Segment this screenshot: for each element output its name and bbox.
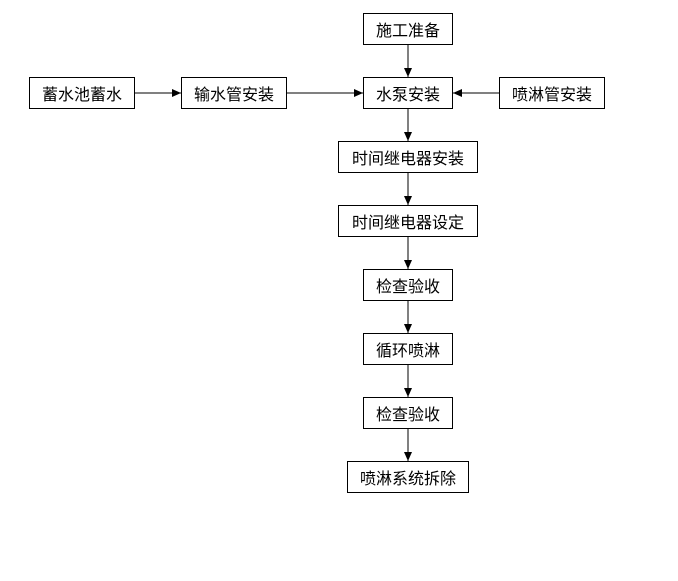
- flowchart-node: 喷淋管安装: [499, 77, 605, 109]
- flowchart-node: 循环喷淋: [363, 333, 453, 365]
- flowchart-node: 时间继电器安装: [338, 141, 478, 173]
- flowchart-node: 喷淋系统拆除: [347, 461, 469, 493]
- flowchart-node: 检查验收: [363, 397, 453, 429]
- flowchart-node: 时间继电器设定: [338, 205, 478, 237]
- flowchart-node: 水泵安装: [363, 77, 453, 109]
- flowchart-node: 输水管安装: [181, 77, 287, 109]
- flowchart-node: 施工准备: [363, 13, 453, 45]
- flowchart-node: 蓄水池蓄水: [29, 77, 135, 109]
- flowchart-node: 检查验收: [363, 269, 453, 301]
